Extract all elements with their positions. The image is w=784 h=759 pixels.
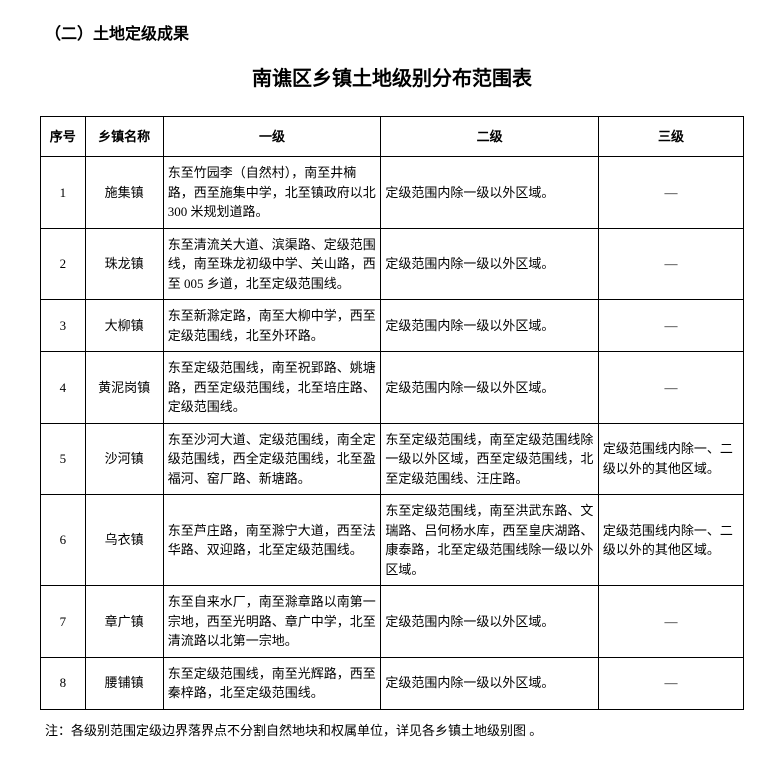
col-name: 乡镇名称 xyxy=(85,117,163,157)
cell-level3: 定级范围线内除一、二级以外的其他区域。 xyxy=(598,423,743,495)
table-row: 1施集镇东至竹园李（自然村），南至井楠路，西至施集中学，北至镇政府以北 300 … xyxy=(41,157,744,229)
cell-level3: — xyxy=(598,157,743,229)
cell-level1: 东至自来水厂，南至滁章路以南第一宗地，西至光明路、章广中学，北至清流路以北第一宗… xyxy=(163,586,381,658)
cell-level2: 东至定级范围线，南至洪武东路、文瑞路、吕何杨水库，西至皇庆湖路、康泰路，北至定级… xyxy=(381,495,599,586)
cell-seq: 4 xyxy=(41,352,86,424)
cell-level3: 定级范围线内除一、二级以外的其他区域。 xyxy=(598,495,743,586)
table-row: 7章广镇东至自来水厂，南至滁章路以南第一宗地，西至光明路、章广中学，北至清流路以… xyxy=(41,586,744,658)
cell-level3: — xyxy=(598,352,743,424)
cell-seq: 2 xyxy=(41,228,86,300)
cell-name: 章广镇 xyxy=(85,586,163,658)
cell-level3: — xyxy=(598,586,743,658)
cell-seq: 6 xyxy=(41,495,86,586)
col-level1: 一级 xyxy=(163,117,381,157)
table-header-row: 序号 乡镇名称 一级 二级 三级 xyxy=(41,117,744,157)
cell-name: 乌衣镇 xyxy=(85,495,163,586)
page-title: 南谯区乡镇土地级别分布范围表 xyxy=(40,62,744,91)
col-seq: 序号 xyxy=(41,117,86,157)
col-level3: 三级 xyxy=(598,117,743,157)
cell-level2: 东至定级范围线，南至定级范围线除一级以外区域，西至定级范围线，北至定级范围线、汪… xyxy=(381,423,599,495)
cell-name: 沙河镇 xyxy=(85,423,163,495)
table-row: 2珠龙镇东至清流关大道、滨渠路、定级范围线，南至珠龙初级中学、关山路，西至 00… xyxy=(41,228,744,300)
cell-level3: — xyxy=(598,300,743,352)
cell-seq: 3 xyxy=(41,300,86,352)
table-row: 3大柳镇东至新滁定路，南至大柳中学，西至定级范围线，北至外环路。定级范围内除一级… xyxy=(41,300,744,352)
cell-level2: 定级范围内除一级以外区域。 xyxy=(381,228,599,300)
cell-name: 腰铺镇 xyxy=(85,657,163,709)
cell-level3: — xyxy=(598,657,743,709)
cell-level1: 东至新滁定路，南至大柳中学，西至定级范围线，北至外环路。 xyxy=(163,300,381,352)
cell-level2: 定级范围内除一级以外区域。 xyxy=(381,300,599,352)
cell-level1: 东至沙河大道、定级范围线，南全定级范围线，西全定级范围线，北至盈福河、窑厂路、新… xyxy=(163,423,381,495)
cell-level2: 定级范围内除一级以外区域。 xyxy=(381,657,599,709)
cell-seq: 1 xyxy=(41,157,86,229)
cell-name: 施集镇 xyxy=(85,157,163,229)
cell-name: 黄泥岗镇 xyxy=(85,352,163,424)
cell-level2: 定级范围内除一级以外区域。 xyxy=(381,352,599,424)
grade-table: 序号 乡镇名称 一级 二级 三级 1施集镇东至竹园李（自然村），南至井楠路，西至… xyxy=(40,116,744,710)
cell-seq: 7 xyxy=(41,586,86,658)
cell-level2: 定级范围内除一级以外区域。 xyxy=(381,157,599,229)
table-row: 4黄泥岗镇东至定级范围线，南至祝郢路、姚塘路，西至定级范围线，北至培庄路、定级范… xyxy=(41,352,744,424)
cell-level1: 东至定级范围线，南至祝郢路、姚塘路，西至定级范围线，北至培庄路、定级范围线。 xyxy=(163,352,381,424)
section-label: （二）土地定级成果 xyxy=(40,20,744,44)
cell-level1: 东至定级范围线，南至光辉路，西至秦梓路，北至定级范围线。 xyxy=(163,657,381,709)
cell-level2: 定级范围内除一级以外区域。 xyxy=(381,586,599,658)
cell-name: 珠龙镇 xyxy=(85,228,163,300)
table-row: 5沙河镇东至沙河大道、定级范围线，南全定级范围线，西全定级范围线，北至盈福河、窑… xyxy=(41,423,744,495)
cell-level1: 东至清流关大道、滨渠路、定级范围线，南至珠龙初级中学、关山路，西至 005 乡道… xyxy=(163,228,381,300)
footnote: 注：各级别范围定级边界落界点不分割自然地块和权属单位，详见各乡镇土地级别图 。 xyxy=(40,720,744,739)
cell-seq: 8 xyxy=(41,657,86,709)
cell-level1: 东至竹园李（自然村），南至井楠路，西至施集中学，北至镇政府以北 300 米规划道… xyxy=(163,157,381,229)
cell-seq: 5 xyxy=(41,423,86,495)
table-row: 6乌衣镇东至芦庄路，南至滁宁大道，西至法华路、双迎路，北至定级范围线。东至定级范… xyxy=(41,495,744,586)
cell-level1: 东至芦庄路，南至滁宁大道，西至法华路、双迎路，北至定级范围线。 xyxy=(163,495,381,586)
table-row: 8腰铺镇东至定级范围线，南至光辉路，西至秦梓路，北至定级范围线。定级范围内除一级… xyxy=(41,657,744,709)
col-level2: 二级 xyxy=(381,117,599,157)
cell-level3: — xyxy=(598,228,743,300)
cell-name: 大柳镇 xyxy=(85,300,163,352)
